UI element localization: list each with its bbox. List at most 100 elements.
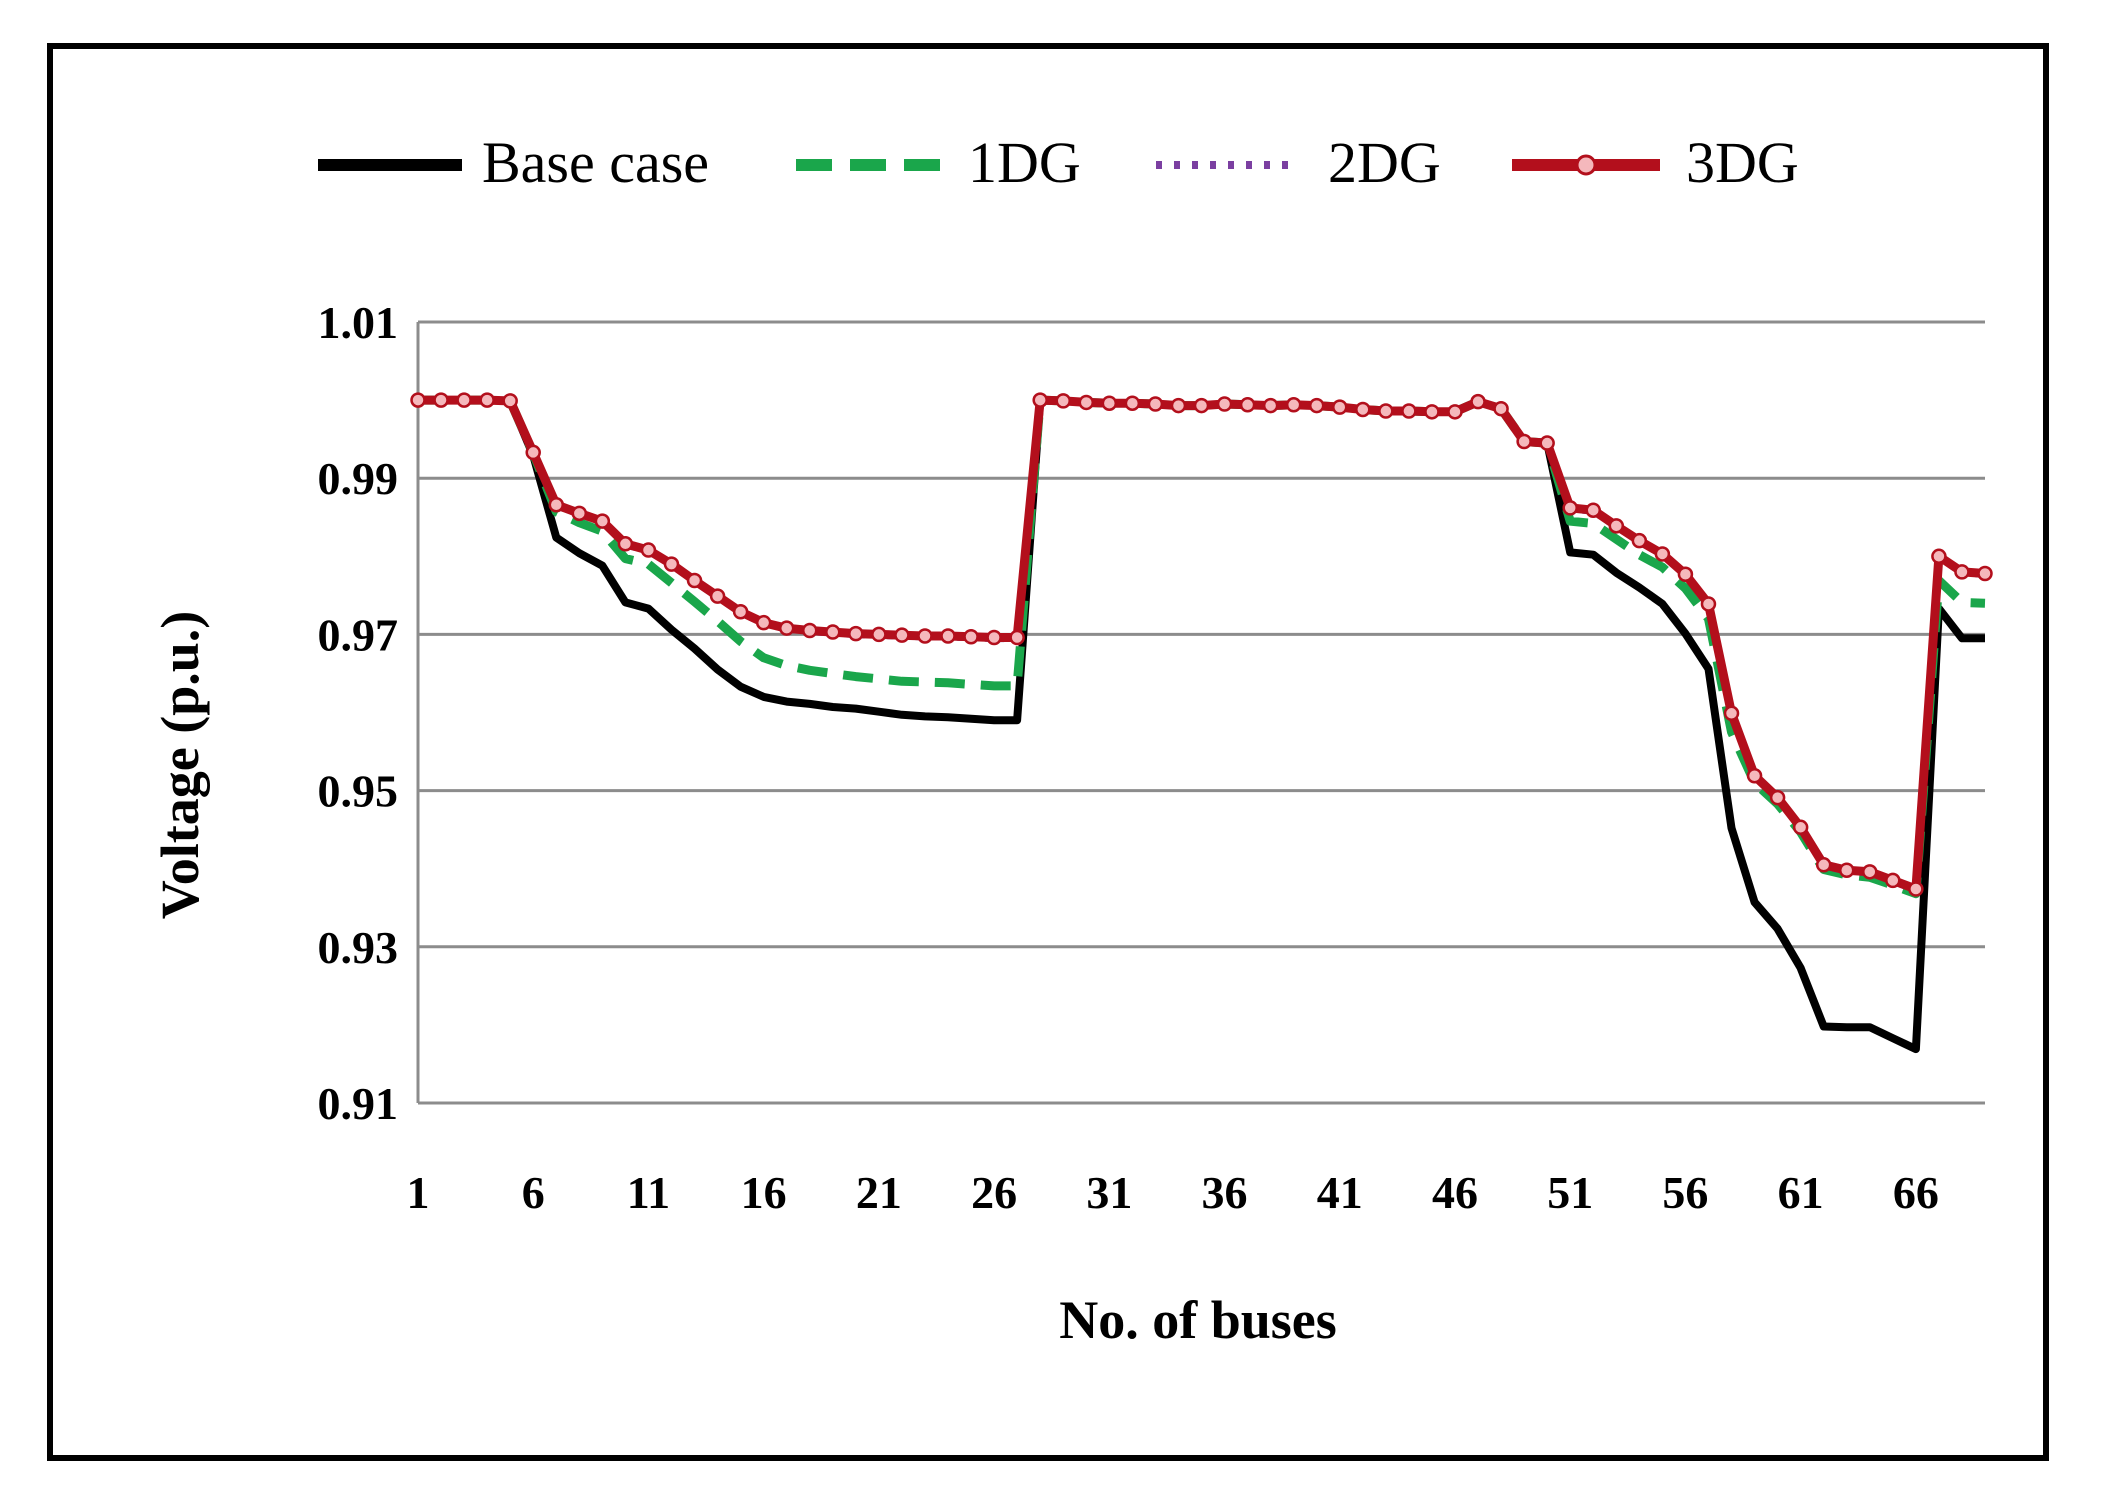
legend-item-2dg: 2DG	[1156, 130, 1441, 195]
legend-item-3dg: 3DG	[1512, 130, 1799, 195]
data-point-3dg	[1493, 400, 1509, 417]
x-tick-label: 11	[627, 1167, 670, 1218]
x-tick-label: 21	[856, 1167, 902, 1218]
data-point-3dg	[1424, 404, 1440, 420]
y-tick-label: 0.97	[318, 609, 399, 660]
data-point-3dg	[1101, 395, 1118, 411]
data-point-3dg	[525, 444, 541, 461]
y-tick-label: 1.01	[318, 297, 399, 348]
data-point-3dg	[594, 513, 611, 529]
data-point-3dg	[1285, 397, 1302, 413]
x-tick-label: 56	[1662, 1167, 1708, 1218]
data-point-3dg	[755, 614, 772, 631]
data-point-3dg	[1216, 396, 1233, 412]
data-point-3dg	[1332, 399, 1348, 415]
x-tick-label: 1	[407, 1167, 430, 1218]
data-point-3dg	[1308, 397, 1325, 414]
legend: Base case 1DG 2DG 3DG	[318, 130, 1799, 195]
data-point-3dg	[940, 628, 956, 644]
data-point-3dg	[825, 624, 841, 640]
chart-frame	[47, 43, 2049, 1461]
x-tick-label: 31	[1086, 1167, 1132, 1218]
x-tick-label: 46	[1432, 1167, 1478, 1218]
data-point-3dg	[1954, 564, 1970, 580]
data-point-3dg	[1585, 502, 1601, 518]
data-point-3dg	[986, 629, 1002, 646]
data-point-3dg	[1078, 394, 1095, 411]
data-point-3dg	[1239, 397, 1256, 413]
plot-area: 1.010.990.970.950.930.911 6 11 16 21 26 31 36 41…	[318, 297, 1993, 1218]
data-point-3dg	[686, 572, 703, 589]
y-tick-label: 0.91	[318, 1078, 399, 1129]
data-point-3dg	[1885, 872, 1901, 889]
data-point-3dg	[871, 626, 887, 643]
data-point-3dg	[663, 556, 680, 572]
data-point-3dg	[1862, 864, 1878, 880]
y-tick-label: 0.99	[318, 453, 399, 504]
legend-item-1dg: 1DG	[796, 130, 1081, 195]
y-tick-label: 0.95	[318, 766, 399, 817]
data-point-3dg	[1700, 596, 1717, 612]
data-point-3dg	[1401, 403, 1417, 419]
data-point-3dg	[1055, 393, 1071, 409]
x-tick-label: 26	[971, 1167, 1017, 1218]
x-tick-label: 16	[741, 1167, 787, 1218]
data-point-3dg	[1792, 819, 1809, 836]
y-axis-title: Voltage (p.u.)	[150, 611, 210, 920]
legend-item-base-case: Base case	[318, 130, 709, 195]
data-point-3dg	[640, 542, 657, 558]
data-point-3dg	[894, 627, 910, 643]
data-point-3dg	[1977, 565, 1993, 582]
x-tick-label: 51	[1547, 1167, 1593, 1218]
x-tick-label: 36	[1202, 1167, 1248, 1218]
data-point-3dg	[502, 393, 518, 409]
data-point-3dg	[1470, 393, 1486, 410]
data-point-3dg	[456, 392, 472, 408]
x-tick-label: 66	[1893, 1167, 1939, 1218]
data-point-3dg	[617, 536, 634, 552]
data-point-3dg	[1193, 397, 1210, 414]
data-point-3dg	[802, 622, 818, 639]
data-point-3dg	[1608, 518, 1625, 534]
data-point-3dg	[1677, 566, 1694, 583]
x-tick-label: 6	[522, 1167, 545, 1218]
data-point-3dg	[1170, 397, 1187, 414]
legend-label: Base case	[482, 130, 709, 195]
data-point-3dg	[479, 392, 495, 408]
data-point-3dg	[1723, 705, 1740, 722]
legend-label: 3DG	[1686, 130, 1799, 195]
data-point-3dg	[1769, 789, 1786, 806]
legend-label: 1DG	[968, 130, 1081, 195]
data-point-3dg	[1447, 404, 1463, 420]
data-point-3dg	[963, 628, 979, 645]
data-point-3dg	[709, 588, 726, 604]
data-point-3dg	[848, 625, 864, 642]
data-point-3dg	[1838, 862, 1855, 879]
data-point-3dg	[1931, 548, 1947, 565]
y-tick-label: 0.93	[318, 922, 399, 973]
data-point-3dg	[1908, 881, 1924, 897]
data-point-3dg	[1631, 532, 1648, 549]
data-point-3dg	[433, 392, 449, 408]
data-point-3dg	[1032, 392, 1048, 408]
data-point-3dg	[410, 392, 426, 408]
data-point-3dg	[1746, 768, 1763, 784]
data-point-3dg	[1562, 500, 1578, 516]
data-point-3dg	[917, 628, 933, 644]
data-point-3dg	[732, 604, 749, 620]
data-point-3dg	[1516, 433, 1532, 450]
data-point-3dg	[548, 497, 565, 513]
data-point-3dg	[1378, 403, 1394, 419]
data-point-3dg	[1539, 435, 1555, 451]
data-point-3dg	[571, 505, 588, 522]
data-point-3dg	[1815, 857, 1832, 873]
data-point-3dg	[1355, 401, 1371, 418]
data-point-3dg	[778, 620, 795, 636]
x-axis-title: No. of buses	[1059, 1290, 1337, 1350]
data-point-3dg	[1262, 397, 1279, 414]
data-point-3dg	[1147, 396, 1164, 412]
x-tick-label: 41	[1317, 1167, 1363, 1218]
data-point-3dg	[1124, 395, 1141, 411]
data-point-3dg	[1654, 546, 1671, 562]
